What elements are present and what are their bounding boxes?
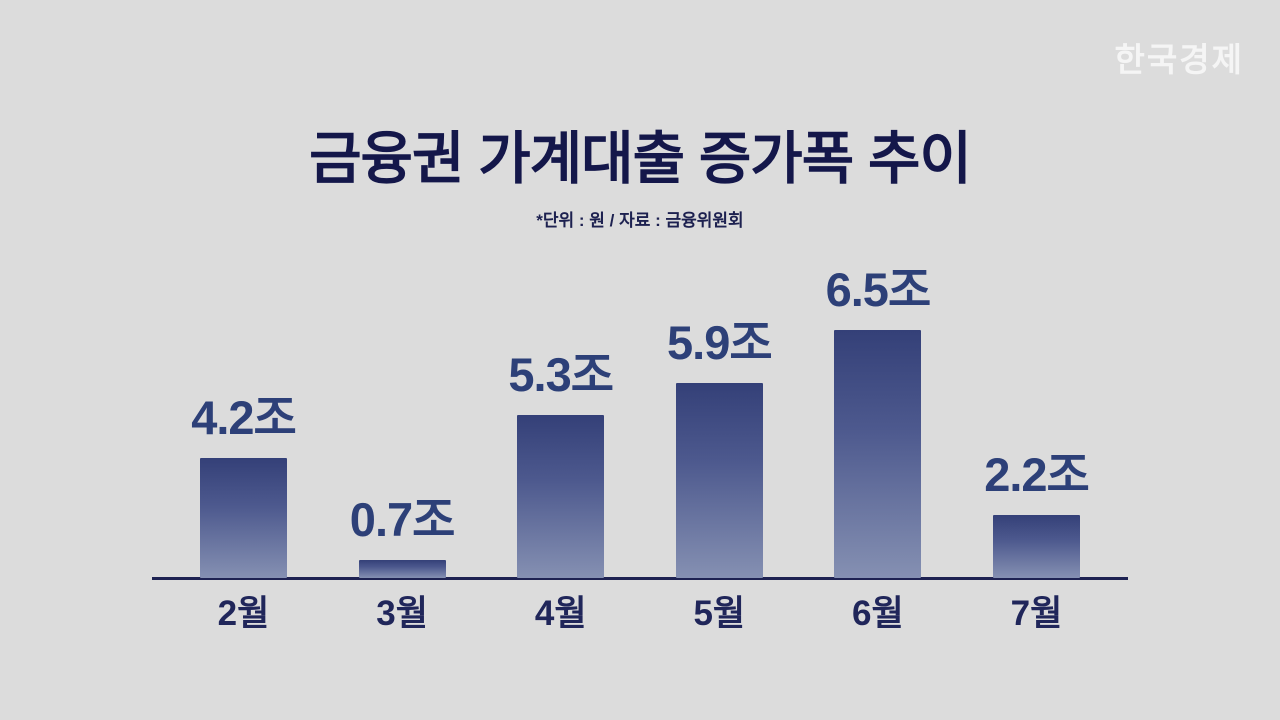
value-label-7월: 2.2조 [984, 448, 1090, 501]
chart-title: 금융권 가계대출 증가폭 추이 [309, 127, 972, 191]
bar-6월 [834, 330, 922, 578]
chart-subtitle: *단위 : 원 / 자료 : 금융위원회 [536, 211, 744, 230]
value-label-2월: 4.2조 [191, 391, 297, 444]
bar-7월 [993, 515, 1080, 578]
bar-4월 [517, 415, 605, 578]
x-tick-label-6월: 6월 [852, 594, 904, 633]
x-tick-label-3월: 3월 [376, 594, 428, 633]
bar-2월 [200, 458, 287, 578]
x-tick-label-2월: 2월 [217, 594, 270, 633]
broadcaster-logo: 한국경제 [1114, 40, 1244, 79]
bar-3월 [358, 560, 446, 578]
x-tick-label-7월: 7월 [1010, 594, 1063, 633]
x-tick-label-5월: 5월 [693, 594, 746, 633]
bar-5월 [675, 383, 763, 578]
value-label-5월: 5.9조 [667, 316, 773, 369]
x-tick-label-4월: 4월 [534, 594, 587, 633]
x-axis-line [152, 577, 1128, 580]
value-label-4월: 5.3조 [508, 348, 614, 401]
value-label-3월: 0.7조 [349, 493, 456, 546]
value-label-6월: 6.5조 [825, 263, 932, 316]
